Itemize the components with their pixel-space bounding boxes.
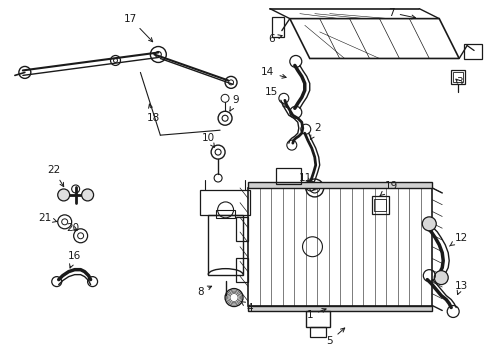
- Bar: [247, 306, 431, 311]
- Text: 7: 7: [387, 8, 415, 19]
- Text: 8: 8: [197, 286, 211, 297]
- Text: 10: 10: [201, 133, 214, 147]
- Text: 11: 11: [299, 173, 312, 183]
- Circle shape: [58, 189, 69, 201]
- Text: 20: 20: [66, 223, 79, 233]
- Bar: [247, 188, 431, 306]
- Text: 2: 2: [310, 123, 321, 139]
- Text: 19: 19: [379, 181, 397, 196]
- Text: 3: 3: [455, 77, 462, 87]
- Bar: [236, 217, 247, 241]
- Bar: [236, 258, 247, 282]
- Bar: [450, 71, 464, 84]
- Bar: [200, 190, 249, 215]
- Bar: [216, 210, 235, 218]
- Text: 18: 18: [146, 104, 160, 123]
- Text: 16: 16: [68, 251, 81, 268]
- Bar: [463, 44, 481, 59]
- Circle shape: [422, 217, 435, 231]
- Text: 4: 4: [241, 302, 253, 312]
- Text: 5: 5: [325, 328, 344, 346]
- Bar: [208, 215, 243, 275]
- Bar: [374, 199, 386, 211]
- Bar: [305, 311, 329, 328]
- Bar: [371, 196, 388, 214]
- Text: 15: 15: [264, 87, 286, 108]
- Bar: [247, 182, 431, 188]
- Text: 12: 12: [448, 233, 467, 246]
- Bar: [309, 328, 325, 337]
- Bar: [271, 17, 283, 37]
- Text: 1: 1: [306, 309, 325, 320]
- Circle shape: [433, 271, 447, 285]
- Text: 14: 14: [261, 67, 285, 78]
- Circle shape: [81, 189, 93, 201]
- Text: 6: 6: [268, 33, 282, 44]
- Text: 22: 22: [47, 165, 63, 186]
- Text: 21: 21: [38, 213, 57, 223]
- Text: 17: 17: [123, 14, 152, 42]
- Text: 9: 9: [229, 95, 239, 111]
- Text: 13: 13: [454, 280, 467, 294]
- Bar: [275, 168, 300, 184]
- Bar: [452, 72, 462, 82]
